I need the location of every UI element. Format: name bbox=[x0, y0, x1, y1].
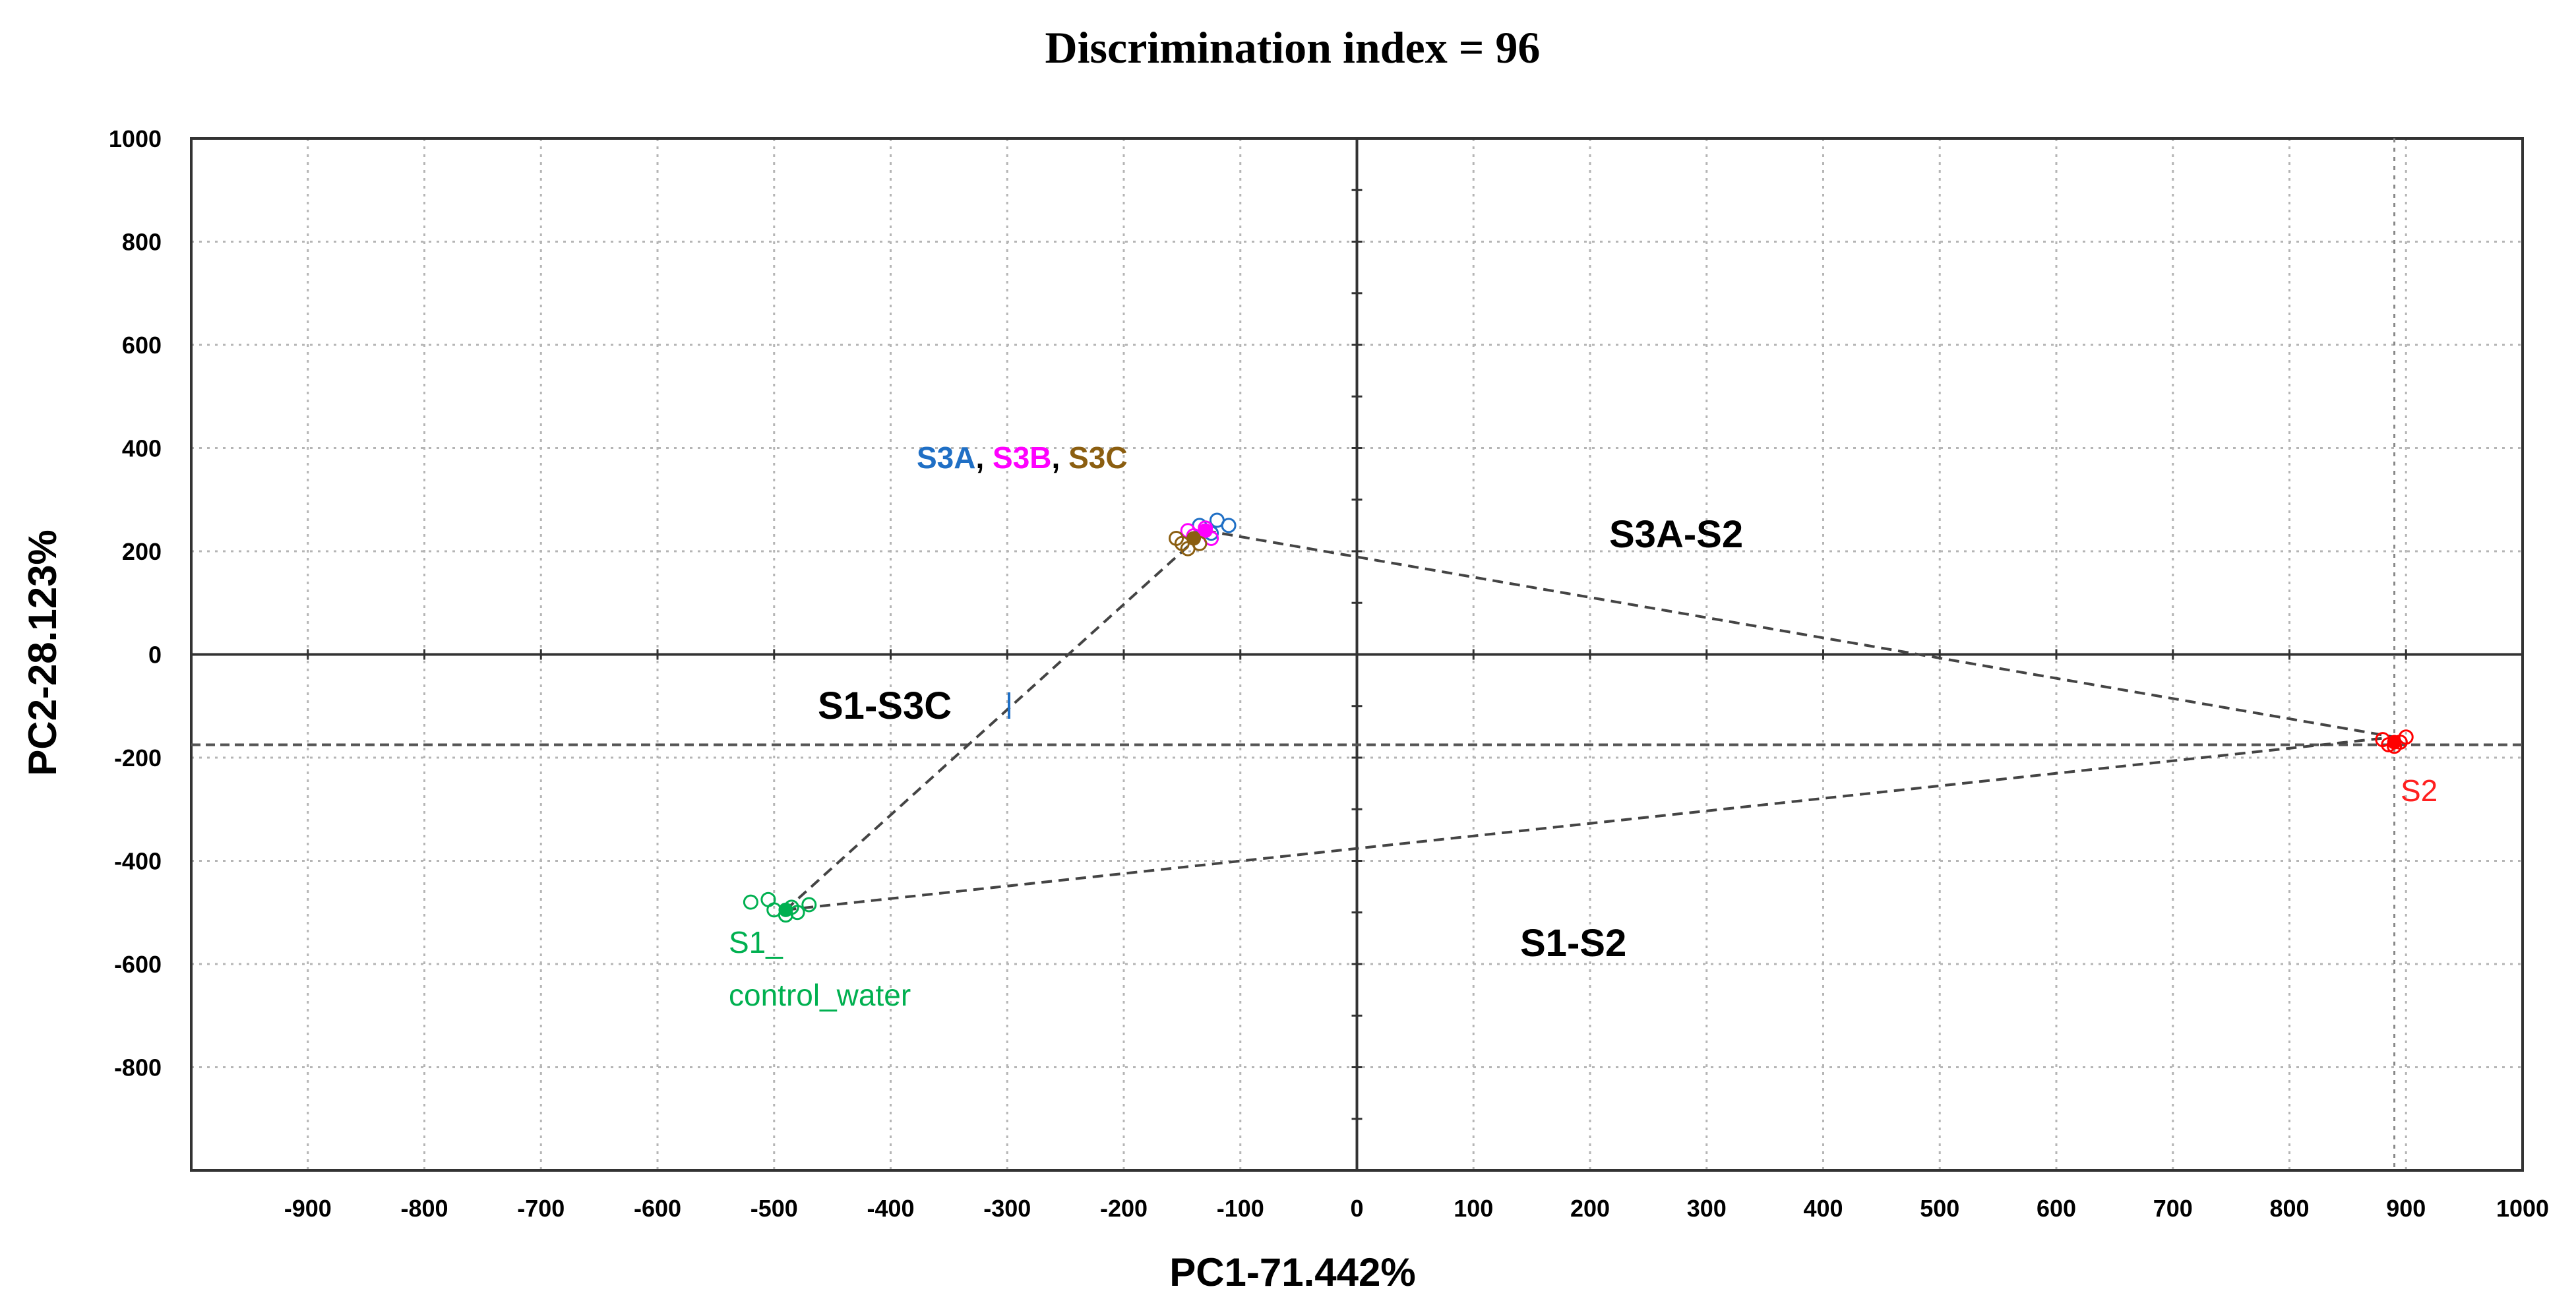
data-points bbox=[743, 512, 2414, 923]
x-tick-label: -300 bbox=[983, 1195, 1031, 1222]
centroid-s2 bbox=[2387, 735, 2402, 750]
x-tick-label: 400 bbox=[1803, 1195, 1843, 1222]
region-label-s1-s3c: S1-S3C bbox=[818, 684, 952, 727]
y-tick-label: 800 bbox=[122, 229, 162, 256]
region-label-s3a-s2: S3A-S2 bbox=[1609, 513, 1743, 556]
connection-line bbox=[785, 529, 1207, 911]
x-tick-label: 100 bbox=[1454, 1195, 1493, 1222]
x-tick-label: -900 bbox=[284, 1195, 332, 1222]
y-tick-label: -200 bbox=[114, 744, 162, 771]
chart-title: Discrimination index = 96 bbox=[1045, 22, 1541, 73]
label-s3c: S3C bbox=[1068, 440, 1127, 475]
x-tick-label: 900 bbox=[2386, 1195, 2426, 1222]
y-axis-label: PC2-28.123% bbox=[20, 529, 65, 776]
data-point-s1-control-water bbox=[760, 891, 776, 907]
x-tick-label: -200 bbox=[1100, 1195, 1148, 1222]
label-sep2: , bbox=[1052, 440, 1069, 475]
y-tick-label: 1000 bbox=[109, 125, 162, 152]
data-point-s3c bbox=[1169, 530, 1184, 546]
group-label-s3: S3A, S3B, S3C bbox=[917, 440, 1128, 475]
data-point-s1-control-water bbox=[743, 894, 758, 910]
label-s2: S2 bbox=[2401, 773, 2438, 808]
x-tick-label: 200 bbox=[1570, 1195, 1610, 1222]
tick-labels: -900 -800 -700 -600 -500 -400 -300 -200 -100 0 100… bbox=[109, 125, 2549, 1222]
y-tick-label: 0 bbox=[148, 642, 162, 669]
x-tick-label: 700 bbox=[2153, 1195, 2193, 1222]
x-tick-label: -700 bbox=[517, 1195, 565, 1222]
y-tick-label: -600 bbox=[114, 951, 162, 978]
region-label-s1-s2: S1-S2 bbox=[1520, 922, 1626, 965]
data-point-s3a bbox=[1221, 518, 1237, 533]
connection-line bbox=[1205, 529, 2395, 739]
connection-line bbox=[785, 735, 2395, 911]
x-tick-label: 600 bbox=[2037, 1195, 2076, 1222]
x-tick-label: 800 bbox=[2269, 1195, 2309, 1222]
x-tick-label: 1000 bbox=[2496, 1195, 2549, 1222]
y-tick-label: 400 bbox=[122, 435, 162, 462]
x-tick-label: 300 bbox=[1687, 1195, 1727, 1222]
label-s1-line1: S1_ bbox=[729, 925, 783, 959]
x-tick-label: -800 bbox=[400, 1195, 448, 1222]
y-tick-label: -400 bbox=[114, 848, 162, 875]
y-tick-label: 200 bbox=[122, 538, 162, 565]
centroid-s3b bbox=[1198, 523, 1213, 538]
label-s3b: S3B bbox=[993, 440, 1051, 475]
label-s1-line2: control_water bbox=[729, 978, 911, 1012]
x-tick-label: -500 bbox=[751, 1195, 798, 1222]
x-tick-label: 500 bbox=[1920, 1195, 1959, 1222]
x-tick-label: -400 bbox=[867, 1195, 914, 1222]
x-tick-label: -100 bbox=[1217, 1195, 1264, 1222]
y-tick-label: 600 bbox=[122, 332, 162, 359]
data-point-s1-control-water bbox=[801, 897, 817, 913]
label-sep1: , bbox=[975, 440, 993, 475]
label-s3a: S3A bbox=[917, 440, 975, 475]
x-tick-label: -600 bbox=[634, 1195, 681, 1222]
x-tick-label: 0 bbox=[1350, 1195, 1363, 1222]
centroid-s3c bbox=[1186, 531, 1202, 546]
connection-lines bbox=[785, 529, 2395, 911]
y-tick-label: -800 bbox=[114, 1054, 162, 1081]
centroid-s1-control-water bbox=[778, 902, 793, 917]
x-axis-label: PC1-71.442% bbox=[1169, 1250, 1416, 1294]
axes bbox=[191, 138, 2523, 1170]
